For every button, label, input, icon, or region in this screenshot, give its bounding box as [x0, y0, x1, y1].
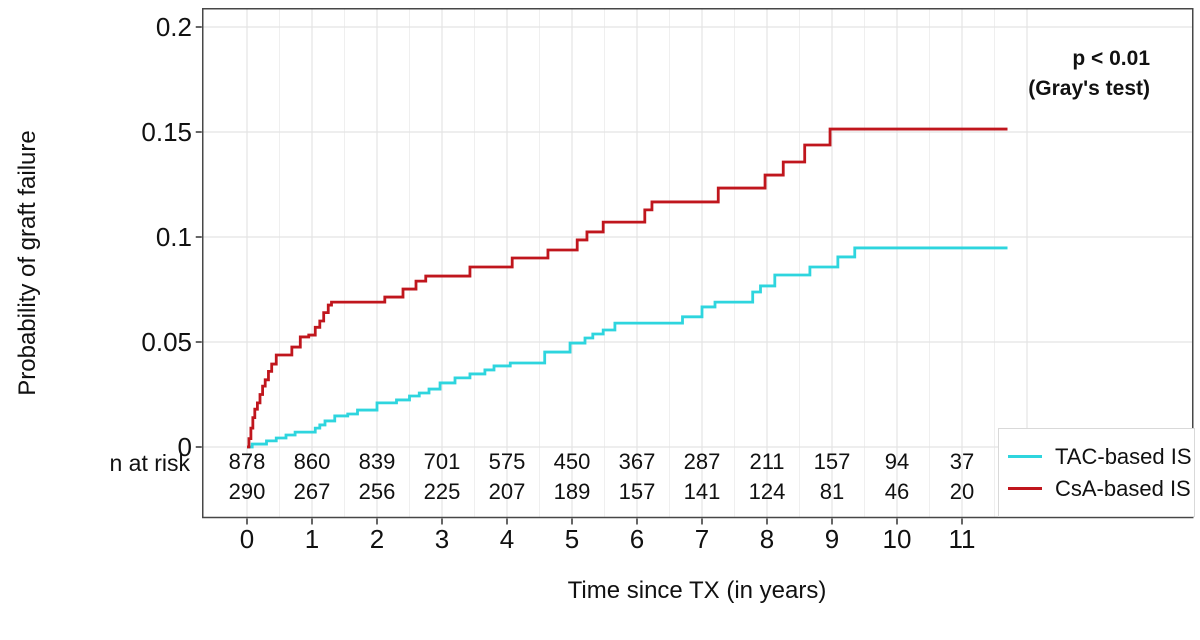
- risk-count-tac: 37: [949, 449, 975, 474]
- y-tick-label: 0: [177, 432, 192, 462]
- x-tick-label: 3: [434, 524, 450, 554]
- risk-count-csa: 81: [819, 479, 845, 504]
- x-tick-label: 2: [369, 524, 385, 554]
- risk-count-csa: 157: [618, 479, 656, 504]
- risk-count-csa: 141: [683, 479, 721, 504]
- tac-line-key-icon: [1008, 455, 1042, 458]
- risk-count-csa: 256: [358, 479, 396, 504]
- test-name-text: (Gray's test): [1028, 77, 1150, 100]
- curve-csa-based-is: [247, 127, 1008, 449]
- x-tick-label: 11: [948, 524, 976, 554]
- csa-line-key-icon: [1008, 487, 1042, 490]
- risk-count-tac: 450: [553, 449, 591, 474]
- risk-count-tac: 575: [488, 449, 526, 474]
- legend: TAC-based IS CsA-based IS: [998, 428, 1195, 517]
- risk-count-tac: 878: [228, 449, 266, 474]
- risk-count-tac: 94: [884, 449, 910, 474]
- risk-count-tac: 367: [618, 449, 656, 474]
- x-tick-label: 6: [629, 524, 645, 554]
- y-tick-label: 0.15: [141, 117, 192, 147]
- y-tick-label: 0.1: [155, 222, 192, 252]
- pvalue-text: p < 0.01: [1072, 47, 1150, 70]
- x-tick-label: 9: [824, 524, 840, 554]
- panel-border: [202, 8, 1194, 519]
- y-axis-title: Probability of graft failure: [14, 130, 41, 396]
- risk-count-tac: 287: [683, 449, 721, 474]
- risk-table-label: n at risk: [109, 450, 190, 476]
- risk-count-csa: 225: [423, 479, 461, 504]
- x-tick-label: 1: [304, 524, 320, 554]
- risk-count-csa: 207: [488, 479, 526, 504]
- risk-count-csa: 267: [293, 479, 331, 504]
- legend-label-csa: CsA-based IS: [1055, 475, 1191, 501]
- risk-count-csa: 20: [949, 479, 975, 504]
- x-tick-label: 8: [759, 524, 775, 554]
- risk-count-csa: 46: [884, 479, 910, 504]
- risk-count-tac: 211: [749, 449, 785, 474]
- legend-label-tac: TAC-based IS: [1055, 443, 1192, 469]
- risk-count-tac: 157: [813, 449, 851, 474]
- x-tick-label: 0: [239, 524, 255, 554]
- risk-count-tac: 701: [423, 449, 461, 474]
- risk-count-csa: 189: [553, 479, 591, 504]
- legend-entry-tac: TAC-based IS: [1008, 444, 1194, 470]
- risk-count-tac: 860: [293, 449, 331, 474]
- x-tick-label: 10: [882, 524, 912, 554]
- pvalue-annotation: p < 0.01 (Gray's test): [900, 44, 1150, 104]
- risk-count-csa: 290: [228, 479, 266, 504]
- y-tick-label: 0.2: [155, 12, 192, 42]
- curve-tac-based-is: [247, 246, 1008, 449]
- x-axis-title: Time since TX (in years): [567, 577, 827, 604]
- x-tick-label: 7: [694, 524, 710, 554]
- risk-count-tac: 839: [358, 449, 396, 474]
- legend-entry-csa: CsA-based IS: [1008, 476, 1194, 502]
- y-tick-label: 0.05: [141, 327, 192, 357]
- x-tick-label: 5: [564, 524, 580, 554]
- x-tick-label: 4: [499, 524, 515, 554]
- risk-count-csa: 124: [748, 479, 786, 504]
